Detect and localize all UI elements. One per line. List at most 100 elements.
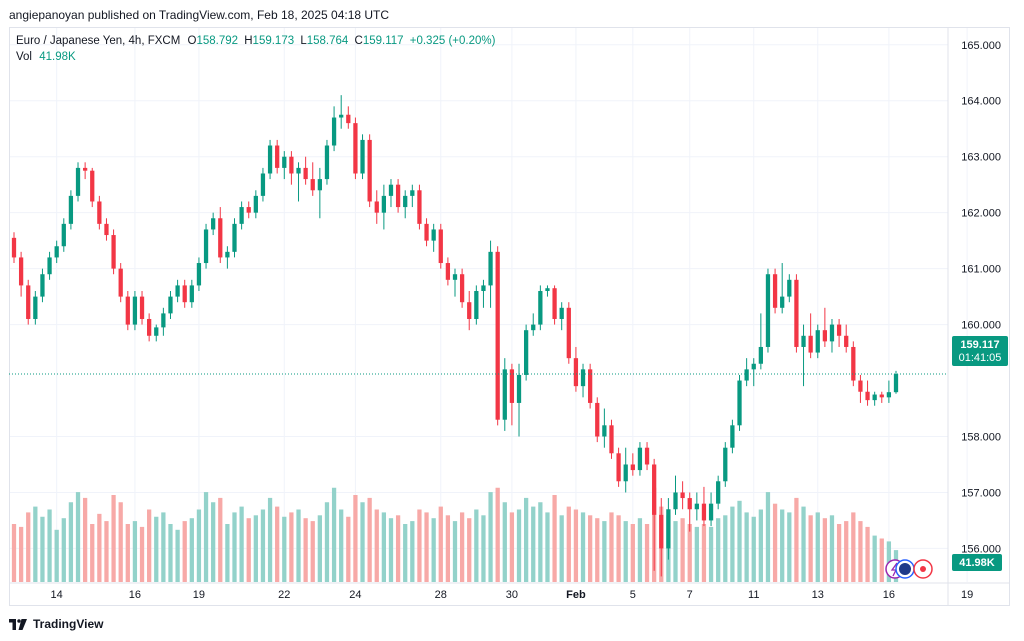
- candle-body: [474, 291, 479, 319]
- volume-bar: [573, 509, 579, 582]
- volume-bar: [104, 521, 109, 582]
- volume-bar: [282, 516, 287, 582]
- candle-body: [452, 274, 458, 280]
- candle-body: [680, 492, 685, 499]
- volume-bar: [18, 526, 24, 582]
- volume-bar: [225, 524, 230, 582]
- volume-bar: [360, 502, 365, 582]
- volume-bar: [538, 502, 543, 582]
- volume-bar: [616, 515, 621, 582]
- volume-bar: [275, 506, 280, 582]
- candle-body: [531, 324, 536, 331]
- volume-bar: [744, 512, 749, 582]
- candle-body: [410, 190, 415, 196]
- candle-body: [602, 425, 607, 437]
- high-label: H: [244, 35, 253, 47]
- footer-brand-text: TradingView: [33, 617, 104, 631]
- candle-body: [644, 447, 650, 465]
- candle-body: [708, 503, 714, 521]
- candle-body: [360, 139, 365, 174]
- event-markers[interactable]: [885, 559, 933, 579]
- time-axis[interactable]: 14 16 19 22 24 28 30 Feb 5 7 11 13 16 19: [51, 589, 974, 601]
- candle-body: [438, 229, 443, 264]
- candle-body: [424, 223, 429, 241]
- candle-body: [737, 380, 742, 426]
- volume-bar: [452, 521, 458, 582]
- candle-body: [374, 201, 379, 213]
- footer-brand[interactable]: TradingView: [9, 617, 103, 631]
- candle-layer: [11, 95, 899, 577]
- volume-bar: [815, 512, 820, 582]
- candle-body: [765, 274, 771, 347]
- candle-body: [623, 464, 628, 482]
- volume-bar: [47, 509, 52, 582]
- candle-body: [836, 324, 842, 336]
- volume-bar: [424, 512, 429, 582]
- volume-bar: [474, 509, 479, 582]
- time-tick-label: 19: [193, 589, 205, 601]
- volume-bar: [630, 524, 635, 582]
- volume-bar: [417, 509, 422, 582]
- volume-bar: [367, 497, 372, 582]
- low-value: 158.764: [306, 35, 349, 47]
- candle-body: [595, 402, 600, 437]
- candle-body: [573, 358, 579, 387]
- volume-bar: [232, 512, 237, 582]
- high-value: 159.173: [252, 35, 295, 47]
- candle-body: [801, 335, 806, 347]
- candle-body: [822, 330, 828, 342]
- symbol-title[interactable]: Euro / Japanese Yen, 4h, FXCM: [16, 35, 181, 47]
- candle-body: [815, 330, 820, 353]
- candle-body: [673, 492, 678, 510]
- candle-body: [282, 156, 287, 168]
- price-tick-label: 165.000: [961, 40, 1001, 52]
- volume-bar: [694, 526, 699, 582]
- time-tick-label: 13: [812, 589, 824, 601]
- volume-bar: [644, 524, 650, 582]
- candle-body: [459, 274, 465, 303]
- volume-bar: [11, 524, 17, 582]
- volume-bar: [780, 509, 785, 582]
- price-tick-label: 164.000: [961, 96, 1001, 108]
- candle-body: [851, 346, 856, 381]
- candle-body: [175, 285, 180, 297]
- volume-bar: [730, 506, 735, 582]
- time-tick-label: 24: [349, 589, 361, 601]
- candle-body: [154, 327, 159, 336]
- candle-body: [182, 285, 187, 303]
- candle-body: [339, 114, 344, 118]
- candle-body: [218, 218, 223, 258]
- candle-body: [844, 335, 849, 347]
- close-label: C: [354, 35, 363, 47]
- candle-body: [395, 184, 401, 208]
- volume-bar: [267, 497, 273, 582]
- volume-bar: [609, 512, 614, 582]
- candle-body: [694, 503, 699, 510]
- candle-body: [97, 201, 102, 224]
- candle-body: [403, 195, 408, 208]
- candle-body: [303, 167, 308, 180]
- candle-body: [203, 229, 209, 264]
- price-tick-label: 157.000: [961, 487, 1001, 499]
- time-tick-label: 28: [435, 589, 447, 601]
- close-value: 159.117: [362, 35, 404, 47]
- volume-bar: [523, 497, 529, 582]
- volume-bar: [118, 502, 123, 582]
- jp-flag-dot-icon: [920, 566, 926, 572]
- volume-bar: [395, 515, 401, 582]
- candle-body: [168, 296, 173, 314]
- volume-bar: [111, 495, 116, 582]
- chart-frame[interactable]: [9, 27, 1010, 606]
- candle-body: [588, 369, 593, 403]
- volume-bar: [54, 529, 59, 582]
- price-tick-label: 160.000: [961, 320, 1001, 332]
- candle-body: [239, 207, 244, 224]
- candle-body: [317, 179, 322, 191]
- volume-bar: [374, 509, 379, 582]
- candle-body: [523, 330, 529, 375]
- candle-body: [780, 296, 785, 308]
- price-axis[interactable]: 165.000 164.000 163.000 162.000 161.000 160.0…: [961, 40, 1001, 556]
- time-tick-label: 16: [129, 589, 141, 601]
- time-tick-label: 22: [278, 589, 290, 601]
